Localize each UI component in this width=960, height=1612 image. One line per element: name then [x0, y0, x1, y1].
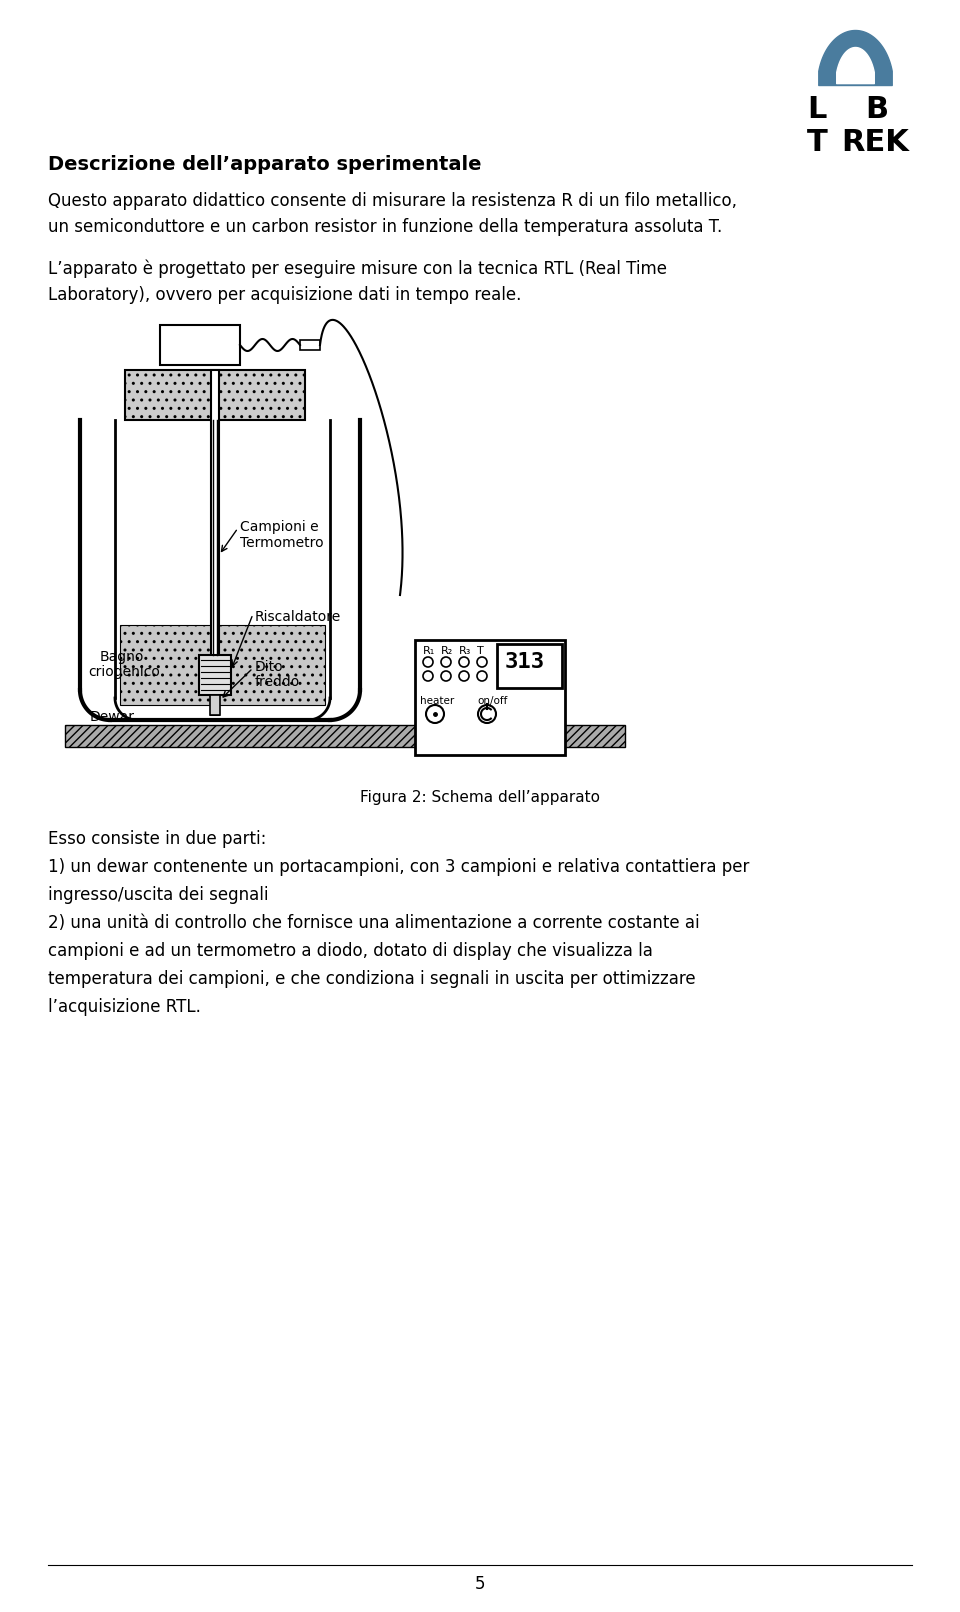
- Text: Riscaldatore: Riscaldatore: [255, 609, 341, 624]
- Text: R₂: R₂: [441, 646, 453, 656]
- Text: Laboratory), ovvero per acquisizione dati in tempo reale.: Laboratory), ovvero per acquisizione dat…: [48, 285, 521, 305]
- Text: 1) un dewar contenente un portacampioni, con 3 campioni e relativa contattiera p: 1) un dewar contenente un portacampioni,…: [48, 858, 750, 875]
- Bar: [210, 695, 220, 716]
- Text: Dito: Dito: [255, 659, 283, 674]
- Text: 5: 5: [475, 1575, 485, 1593]
- Text: un semiconduttore e un carbon resistor in funzione della temperatura assoluta T.: un semiconduttore e un carbon resistor i…: [48, 218, 722, 235]
- Text: campioni e ad un termometro a diodo, dotato di display che visualizza la: campioni e ad un termometro a diodo, dot…: [48, 941, 653, 961]
- Text: R₁: R₁: [423, 646, 435, 656]
- Text: R₃: R₃: [459, 646, 471, 656]
- Text: 2) una unità di controllo che fornisce una alimentazione a corrente costante ai: 2) una unità di controllo che fornisce u…: [48, 914, 700, 932]
- Text: L’apparato è progettato per eseguire misure con la tecnica RTL (Real Time: L’apparato è progettato per eseguire mis…: [48, 260, 667, 279]
- Bar: [199, 654, 231, 695]
- Bar: [300, 340, 320, 350]
- Text: l’acquisizione RTL.: l’acquisizione RTL.: [48, 998, 201, 1016]
- Text: Bagno: Bagno: [100, 650, 144, 664]
- Text: Esso consiste in due parti:: Esso consiste in due parti:: [48, 830, 266, 848]
- Text: Figura 2: Schema dell’apparato: Figura 2: Schema dell’apparato: [360, 790, 600, 804]
- Bar: [120, 625, 325, 704]
- Bar: [125, 371, 305, 421]
- Text: ingresso/uscita dei segnali: ingresso/uscita dei segnali: [48, 887, 269, 904]
- Text: criogenico: criogenico: [88, 666, 160, 679]
- Text: Descrizione dell’apparato sperimentale: Descrizione dell’apparato sperimentale: [48, 155, 482, 174]
- Text: B: B: [865, 95, 888, 124]
- Text: 313: 313: [505, 651, 545, 672]
- Bar: [160, 326, 240, 364]
- Bar: [415, 640, 565, 754]
- Text: L: L: [807, 95, 827, 124]
- Text: T: T: [807, 127, 828, 156]
- Bar: [497, 645, 562, 688]
- Text: temperatura dei campioni, e che condiziona i segnali in uscita per ottimizzare: temperatura dei campioni, e che condizio…: [48, 970, 696, 988]
- Bar: [65, 725, 625, 746]
- Text: on/off: on/off: [477, 696, 508, 706]
- Text: Termometro: Termometro: [240, 537, 324, 550]
- Bar: [211, 371, 219, 716]
- Text: heater: heater: [420, 696, 454, 706]
- Text: Campioni e: Campioni e: [240, 521, 319, 534]
- Text: Dewar: Dewar: [90, 709, 135, 724]
- Text: T: T: [477, 646, 484, 656]
- Text: freddo: freddo: [255, 675, 300, 688]
- Text: Questo apparato didattico consente di misurare la resistenza R di un filo metall: Questo apparato didattico consente di mi…: [48, 192, 737, 210]
- Text: REK: REK: [841, 127, 909, 156]
